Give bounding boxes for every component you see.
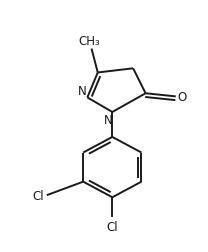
Text: N: N	[78, 84, 86, 98]
Text: Cl: Cl	[106, 220, 118, 233]
Text: CH₃: CH₃	[79, 35, 100, 48]
Text: N: N	[104, 113, 112, 126]
Text: O: O	[178, 91, 187, 104]
Text: Cl: Cl	[32, 189, 44, 202]
